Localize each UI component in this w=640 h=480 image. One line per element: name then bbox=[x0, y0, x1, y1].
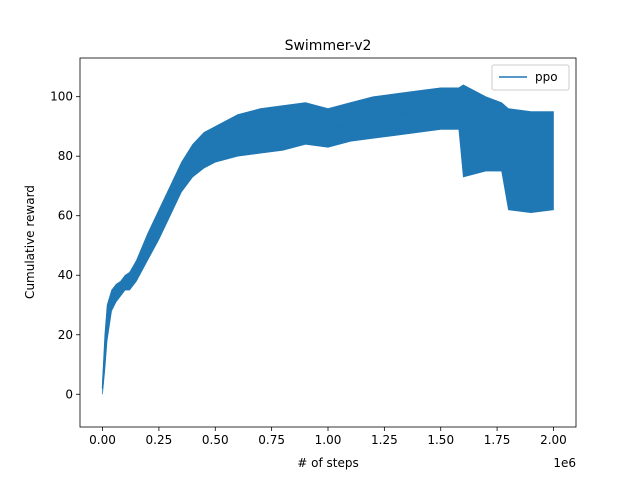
x-tick-label: 0.00 bbox=[89, 433, 116, 447]
y-tick-label: 0 bbox=[65, 387, 73, 401]
series-line-ppo bbox=[101, 107, 554, 389]
y-tick-label: 100 bbox=[50, 90, 73, 104]
y-tick-label: 60 bbox=[58, 209, 73, 223]
legend: ppo bbox=[491, 64, 570, 91]
x-axis-label: # of steps bbox=[297, 456, 358, 470]
y-axis-label: Cumulative reward bbox=[23, 185, 37, 299]
plot-area bbox=[101, 84, 554, 395]
x-tick-label: 2.00 bbox=[540, 433, 567, 447]
chart-title: Swimmer-v2 bbox=[285, 38, 372, 54]
x-tick-label: 1.75 bbox=[484, 433, 511, 447]
legend-box bbox=[491, 64, 570, 91]
x-tick-label: 1.00 bbox=[315, 433, 342, 447]
legend-label-ppo: ppo bbox=[535, 70, 558, 84]
x-tick-label: 1.25 bbox=[371, 433, 398, 447]
series-band-ppo bbox=[102, 84, 554, 395]
y-tick-label: 20 bbox=[58, 328, 73, 342]
y-axis: 0 20 40 60 80 100 bbox=[50, 90, 80, 401]
x-tick-label: 1.50 bbox=[427, 433, 454, 447]
x-tick-label: 0.25 bbox=[146, 433, 173, 447]
x-axis: 0.00 0.25 0.50 0.75 1.00 1.25 1.50 1.75 2.00 bbox=[89, 427, 567, 447]
x-tick-label: 0.75 bbox=[258, 433, 285, 447]
x-tick-label: 0.50 bbox=[202, 433, 229, 447]
y-tick-label: 80 bbox=[58, 149, 73, 163]
y-tick-label: 40 bbox=[58, 268, 73, 282]
x-axis-offset-label: 1e6 bbox=[553, 456, 576, 470]
